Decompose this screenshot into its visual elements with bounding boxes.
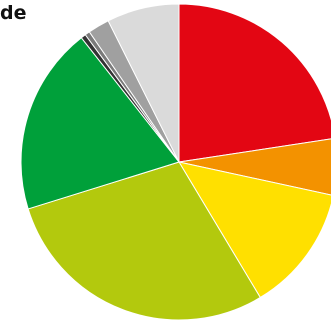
pie-slice-9 [107,3,180,163]
pie-slice-3 [177,161,331,299]
pie-slice-2 [178,138,331,196]
chart-title: de [0,2,27,24]
pie-slice-4 [27,161,261,321]
pie-slice-1 [178,3,331,163]
pie-slice-5 [20,37,180,210]
